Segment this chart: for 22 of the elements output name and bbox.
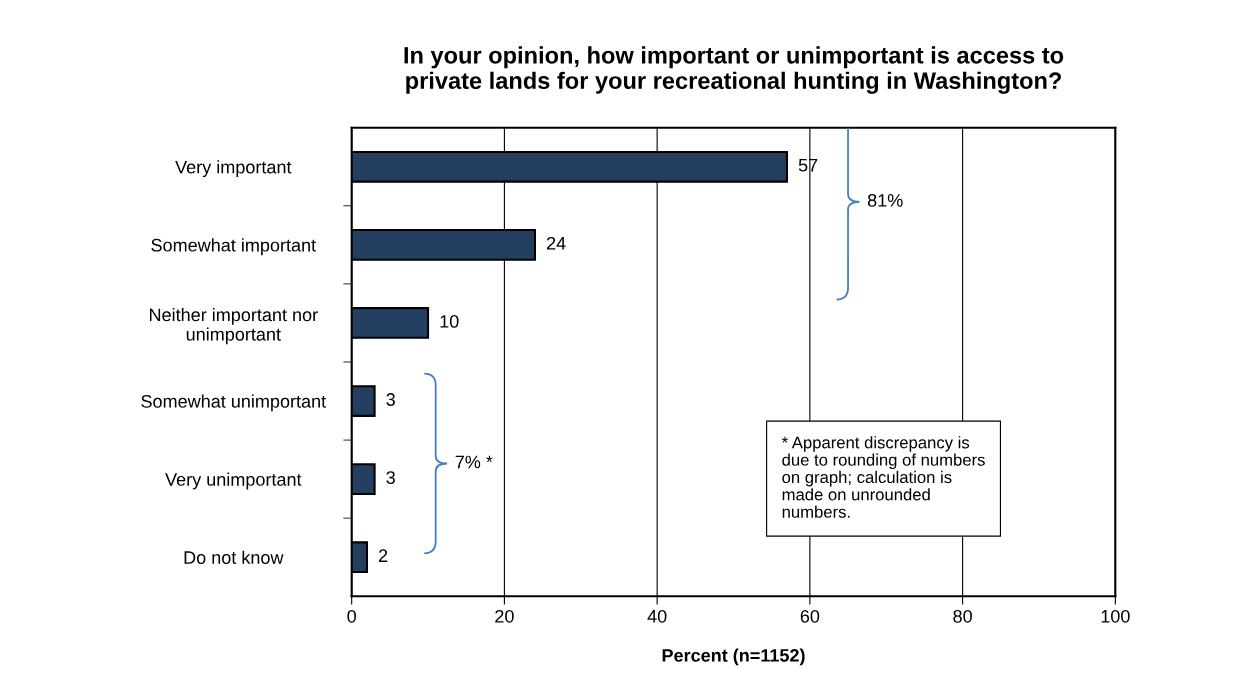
- data-label: 3: [386, 471, 395, 484]
- x-tick-label: 80: [953, 609, 972, 623]
- x-tick-label: 60: [800, 609, 820, 623]
- data-label: 2: [378, 549, 388, 562]
- x-axis-title: Percent (n=1152): [662, 648, 805, 666]
- annotation: * Apparent discrepancy is due to rounding of numbers on graph; calculation is made on unrounded numbers.: [781, 436, 985, 518]
- annotation: 81%: [867, 193, 903, 207]
- data-label: 3: [386, 393, 395, 406]
- data-label: 24: [546, 236, 566, 250]
- y-tick-label: Somewhat unimportant: [141, 394, 327, 412]
- data-label: 10: [440, 315, 459, 328]
- y-tick-label: Do not know: [184, 550, 284, 564]
- y-tick-label: Very important: [175, 160, 292, 178]
- chart-title: In your opinion, how important or unimportant is access to private lands for your recreational hunting in Washington?: [404, 46, 1064, 94]
- x-tick-label: 0: [347, 609, 356, 623]
- y-tick-label: Very unimportant: [165, 472, 302, 490]
- y-tick-label: Somewhat important: [151, 238, 316, 256]
- x-tick-label: 100: [1101, 609, 1130, 623]
- y-tick-label: Neither important nor unimportant: [149, 307, 318, 345]
- annotation: 7% *: [455, 455, 493, 469]
- x-tick-label: 40: [647, 609, 667, 623]
- x-tick-label: 20: [495, 609, 514, 623]
